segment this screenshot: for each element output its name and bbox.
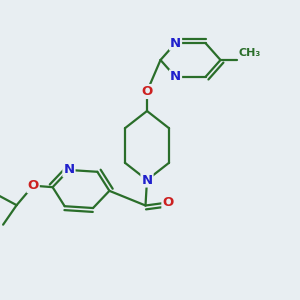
Text: CH₃: CH₃ (238, 48, 261, 58)
Text: N: N (63, 164, 74, 176)
Text: N: N (170, 37, 181, 50)
Text: N: N (170, 70, 181, 83)
Text: N: N (141, 173, 153, 187)
Text: O: O (28, 179, 39, 192)
Text: O: O (162, 196, 174, 209)
Text: O: O (141, 85, 153, 98)
